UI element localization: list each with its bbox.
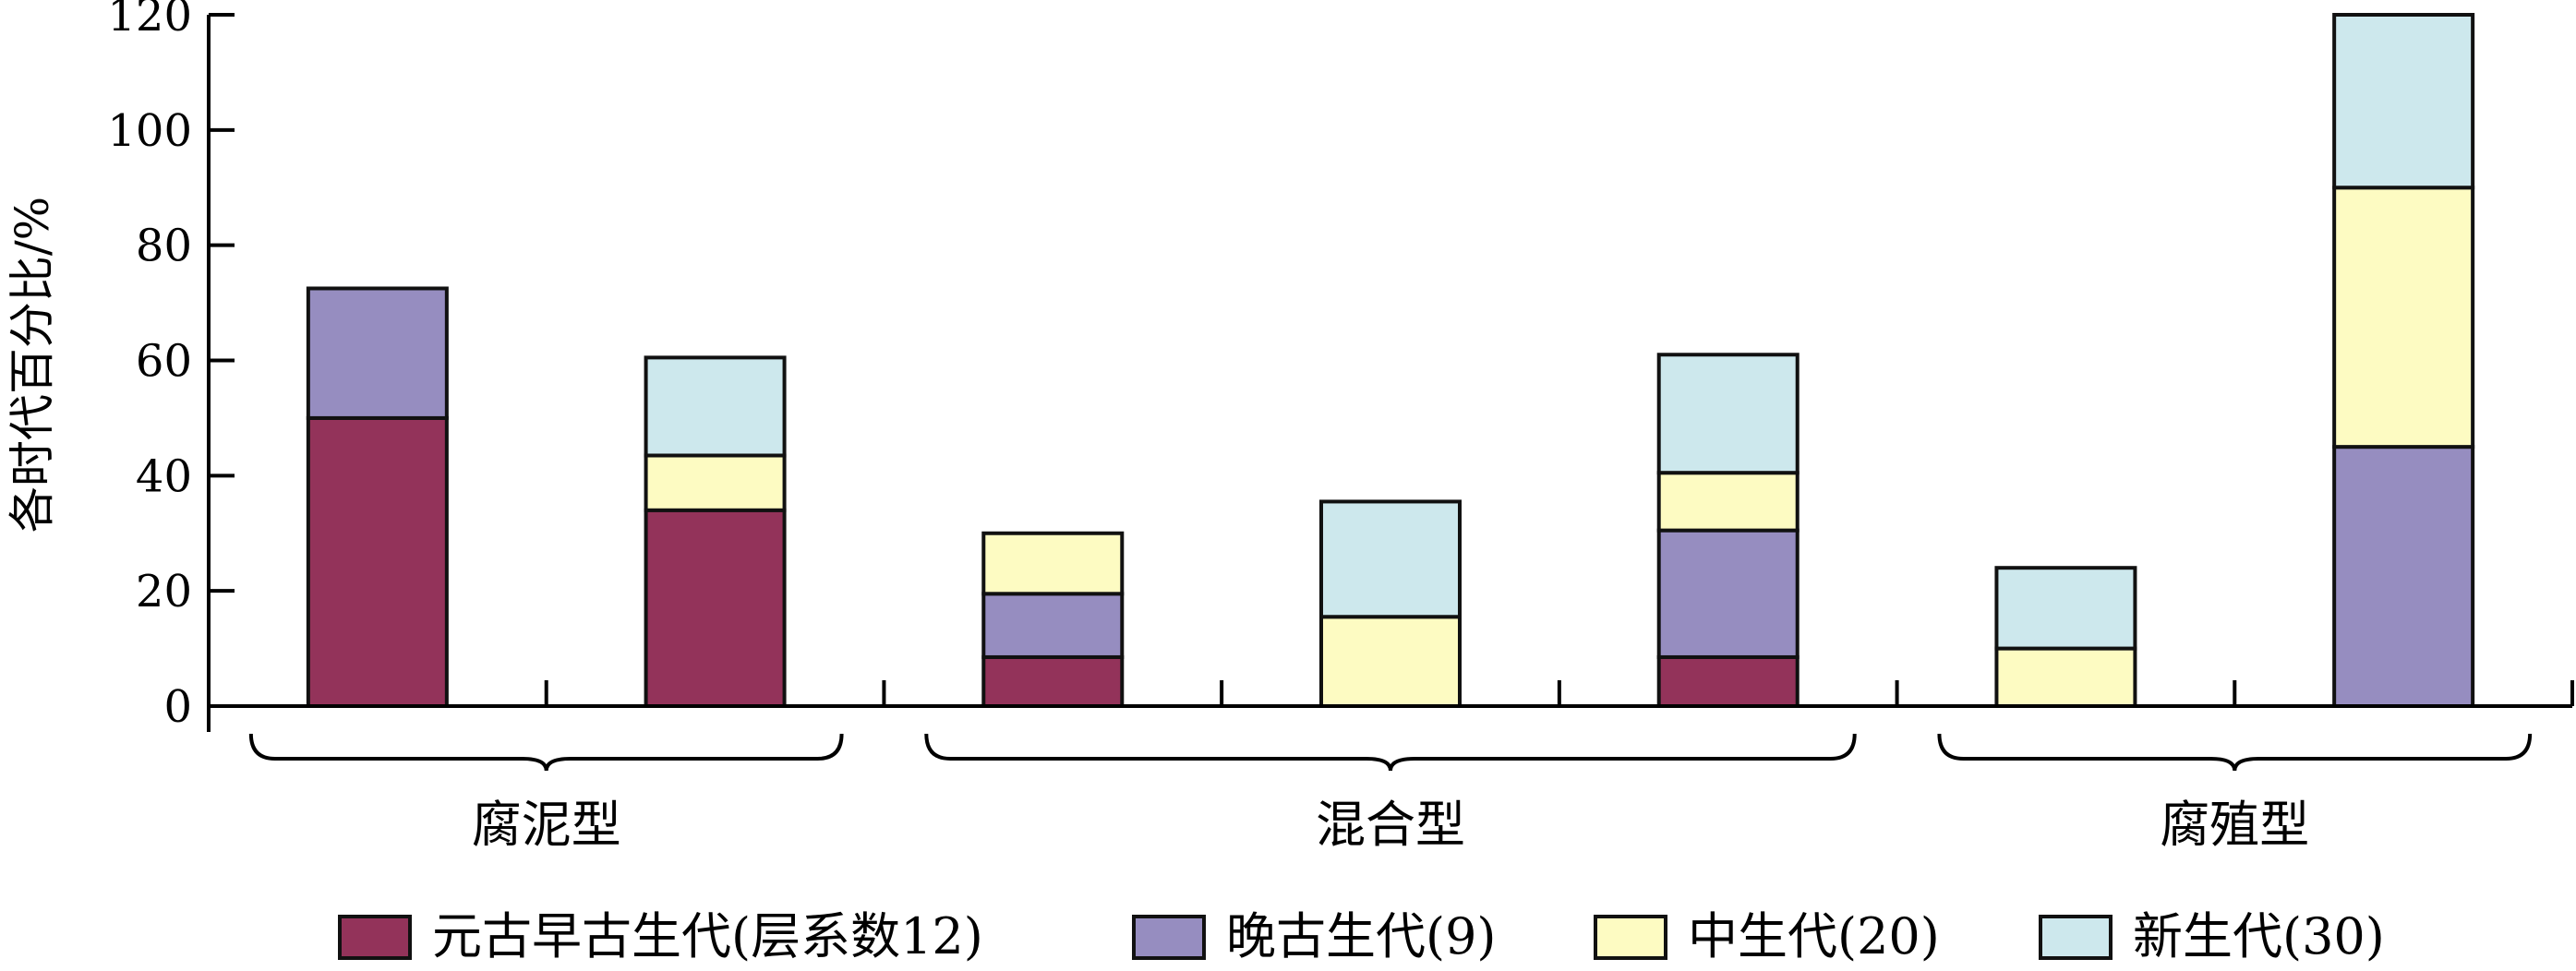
legend-label: 中生代(20) <box>1688 907 1940 965</box>
legend-swatch <box>1594 915 1667 960</box>
bar-segment-5-series-2 <box>1656 528 1800 659</box>
bar-segment-7-series-2 <box>2332 445 2475 708</box>
legend-label: 晚古生代(9) <box>1226 907 1497 965</box>
group-label: 腐泥型 <box>472 796 621 854</box>
group-brace <box>248 733 844 772</box>
group-brace <box>1937 733 2533 772</box>
bar-segment-1-series-1 <box>306 415 449 708</box>
bar-segment-7-series-3 <box>2332 186 2475 450</box>
bar-segment-1-series-2 <box>306 286 449 420</box>
bar-segment-6-series-3 <box>1994 646 2137 708</box>
legend-swatch <box>1132 915 1206 960</box>
y-tick-label: 80 <box>136 221 192 272</box>
group-brace <box>924 733 1857 772</box>
legend-swatch <box>338 915 412 960</box>
bar-segment-5-series-3 <box>1656 471 1800 533</box>
group-label: 腐殖型 <box>2160 796 2309 854</box>
bar-segment-2-series-3 <box>644 453 787 512</box>
bar-segment-3-series-2 <box>981 592 1125 659</box>
bar-segment-4-series-3 <box>1319 615 1462 708</box>
bar-segment-2-series-4 <box>644 355 787 458</box>
bar-segment-3-series-1 <box>981 654 1125 709</box>
legend-label: 新生代(30) <box>2133 907 2385 965</box>
y-tick-label: 60 <box>136 336 192 388</box>
y-tick-label: 40 <box>136 450 192 502</box>
bar-segment-6-series-4 <box>1994 566 2137 651</box>
y-axis-title: 各时代百分比/% <box>6 197 59 533</box>
y-tick-label: 0 <box>163 681 192 733</box>
bar-segment-5-series-4 <box>1656 353 1800 475</box>
bar-segment-4-series-4 <box>1319 499 1462 619</box>
y-tick-label: 120 <box>107 0 192 42</box>
bar-segment-7-series-4 <box>2332 13 2475 190</box>
bar-segment-3-series-3 <box>981 531 1125 596</box>
bar-segment-2-series-1 <box>644 508 787 708</box>
y-tick-label: 100 <box>107 105 192 157</box>
legend-label: 元古早古生代(层系数12) <box>432 907 983 965</box>
group-label: 混合型 <box>1316 796 1465 854</box>
y-tick-label: 20 <box>136 566 192 617</box>
bar-segment-5-series-1 <box>1656 654 1800 709</box>
legend-swatch <box>2039 915 2113 960</box>
